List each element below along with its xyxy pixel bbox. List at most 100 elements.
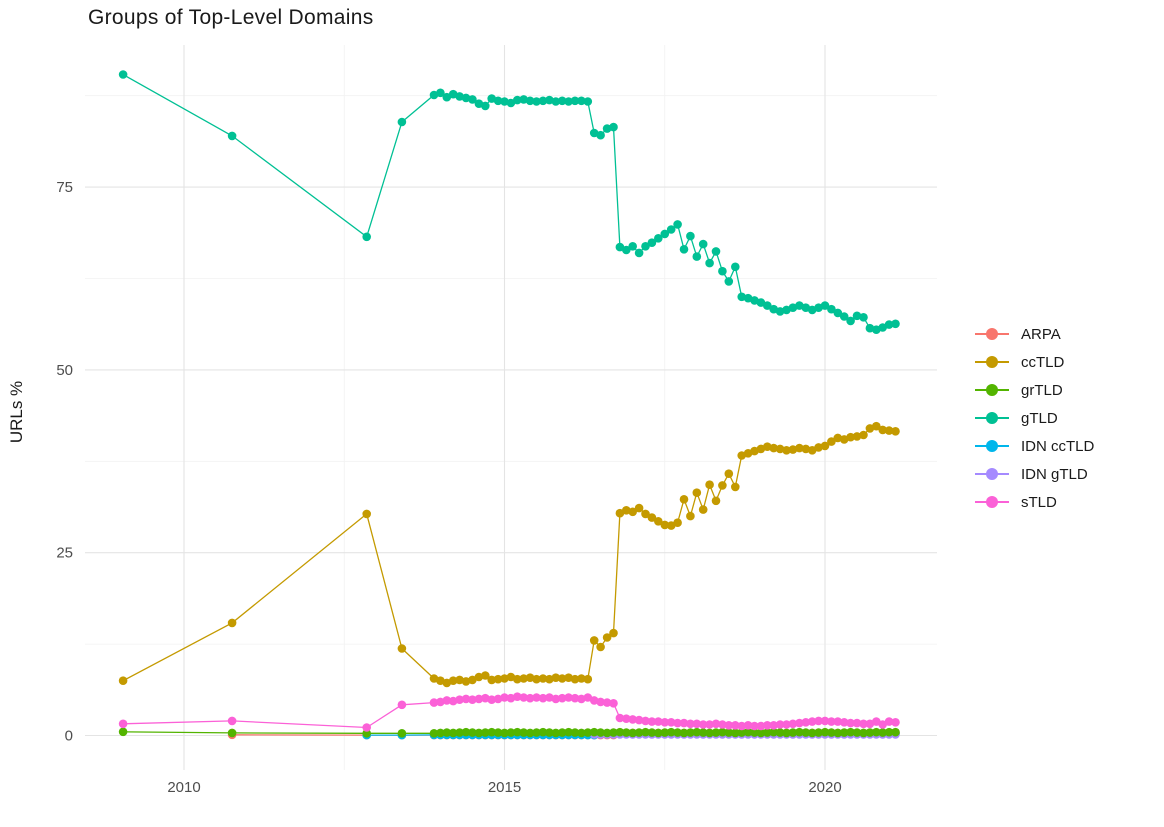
data-point-cctld — [769, 443, 778, 453]
data-point-grtld — [718, 727, 727, 737]
data-point-cctld — [820, 441, 830, 451]
legend-label: IDN gTLD — [1021, 465, 1088, 483]
data-point-stld — [763, 721, 772, 730]
legend-key-dot — [986, 384, 998, 396]
data-point-cctld — [609, 628, 618, 638]
legend-item-arpa: ARPA — [975, 320, 1094, 348]
data-point-stld — [756, 721, 766, 731]
data-point-gtld — [622, 245, 631, 255]
y-tick-label: 50 — [56, 362, 73, 379]
data-point-gtld — [641, 242, 650, 251]
legend-key-dot — [986, 496, 998, 508]
data-point-grtld — [884, 727, 894, 737]
data-point-stld — [737, 721, 746, 731]
data-point-cctld — [852, 432, 862, 441]
data-point-grtld — [827, 728, 836, 737]
data-point-gtld — [820, 301, 830, 310]
legend: ARPA ccTLD grTLD gTLD IDN ccTLD IDN gTLD sTLD — [975, 320, 1094, 516]
data-point-stld — [705, 720, 714, 729]
data-point-stld — [769, 721, 778, 730]
data-point-grtld — [442, 728, 452, 737]
legend-label: ccTLD — [1021, 353, 1065, 371]
chart-title: Groups of Top-Level Domains — [88, 6, 374, 29]
data-point-gtld — [788, 303, 798, 313]
legend-key-dot — [986, 328, 998, 340]
data-point-gtld — [362, 232, 372, 242]
data-point-cctld — [589, 636, 599, 645]
data-point-stld — [500, 693, 509, 702]
data-point-gtld — [698, 239, 708, 249]
data-point-stld — [660, 718, 670, 727]
data-point-stld — [493, 694, 503, 704]
data-point-stld — [711, 719, 721, 729]
data-point-stld — [782, 720, 791, 729]
data-point-gtld — [442, 92, 452, 102]
data-point-cctld — [577, 674, 586, 683]
data-point-grtld — [872, 727, 881, 737]
y-tick-label: 0 — [65, 728, 73, 745]
data-point-grtld — [602, 728, 612, 738]
data-point-gtld — [839, 312, 849, 321]
data-point-cctld — [859, 430, 868, 440]
data-point-stld — [442, 696, 452, 705]
data-point-stld — [362, 723, 372, 732]
data-point-gtld — [686, 231, 695, 241]
legend-label: gTLD — [1021, 409, 1058, 427]
data-point-stld — [596, 697, 605, 707]
data-point-grtld — [878, 728, 887, 737]
data-point-stld — [795, 718, 804, 728]
data-point-gtld — [756, 298, 766, 307]
y-tick-label: 75 — [56, 179, 73, 196]
data-point-grtld — [481, 728, 490, 737]
data-point-gtld — [628, 242, 637, 251]
data-point-gtld — [468, 95, 477, 104]
data-point-grtld — [852, 728, 862, 737]
data-point-stld — [839, 718, 849, 727]
data-point-stld — [118, 719, 128, 729]
data-point-grtld — [807, 728, 817, 738]
data-point-grtld — [570, 728, 580, 737]
data-point-cctld — [686, 511, 695, 521]
legend-key-icon — [975, 460, 1009, 488]
legend-label: sTLD — [1021, 493, 1057, 511]
legend-key-dot — [986, 468, 998, 480]
data-point-stld — [545, 693, 554, 702]
data-point-gtld — [711, 247, 721, 256]
data-point-gtld — [525, 96, 535, 106]
data-point-cctld — [448, 676, 458, 685]
data-point-cctld — [647, 513, 657, 522]
y-tick-label: 25 — [56, 545, 73, 562]
x-tick-label: 2020 — [808, 779, 841, 796]
data-point-cctld — [596, 642, 605, 652]
data-point-cctld — [487, 675, 497, 685]
data-point-stld — [686, 719, 695, 729]
data-point-stld — [397, 700, 407, 710]
data-point-cctld — [513, 674, 522, 684]
data-point-cctld — [878, 425, 887, 435]
data-point-stld — [538, 693, 548, 703]
data-point-gtld — [705, 258, 714, 268]
data-point-grtld — [513, 727, 522, 737]
data-point-gtld — [660, 229, 670, 239]
data-point-grtld — [750, 728, 759, 737]
data-point-cctld — [731, 482, 740, 492]
data-point-gtld — [609, 122, 618, 132]
data-point-grtld — [801, 728, 811, 737]
legend-key-icon — [975, 376, 1009, 404]
data-point-grtld — [666, 727, 676, 737]
data-point-gtld — [564, 97, 573, 106]
legend-label: ARPA — [1021, 325, 1061, 343]
data-point-gtld — [731, 262, 740, 272]
data-point-stld — [718, 720, 727, 729]
data-point-gtld — [570, 96, 580, 106]
data-point-grtld — [788, 728, 798, 737]
data-point-gtld — [737, 292, 746, 302]
data-point-cctld — [227, 618, 237, 628]
data-point-cctld — [795, 443, 804, 453]
data-point-grtld — [557, 728, 567, 737]
data-point-cctld — [538, 674, 548, 683]
data-point-grtld — [686, 728, 695, 737]
data-point-stld — [532, 693, 541, 702]
data-point-stld — [641, 716, 650, 726]
legend-item-stld: sTLD — [975, 488, 1094, 516]
